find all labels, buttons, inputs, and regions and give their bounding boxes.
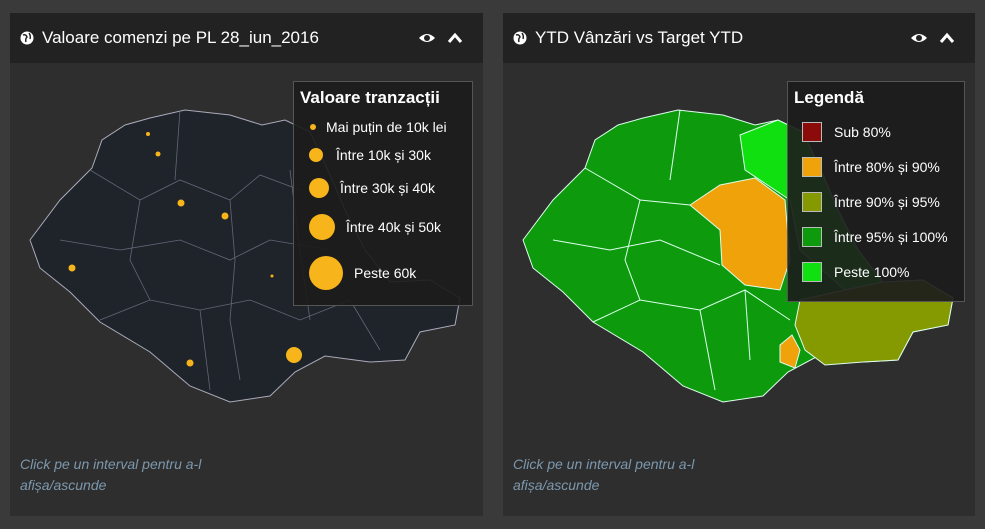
globe-icon (513, 31, 527, 45)
legend-label: Între 30k și 40k (340, 180, 435, 196)
legend: Legendă Sub 80% Între 80% și 90% Între 9… (787, 81, 965, 302)
legend-item[interactable]: Între 90% și 95% (788, 184, 964, 219)
header-icons[interactable] (419, 30, 469, 46)
panel-header: YTD Vânzări vs Target YTD (503, 13, 975, 63)
legend: Valoare tranzacții Mai puțin de 10k lei … (293, 81, 473, 306)
legend-item[interactable]: Între 95% și 100% (788, 219, 964, 254)
legend-item[interactable]: Între 40k și 50k (294, 206, 472, 248)
legend-item[interactable]: Mai puțin de 10k lei (294, 114, 472, 140)
map (29, 109, 461, 403)
legend-label: Între 90% și 95% (834, 193, 940, 210)
footer-note: Click pe un interval pentru a-l afișa/as… (513, 456, 695, 493)
legend-label: Între 10k și 30k (336, 147, 431, 163)
legend-title: Valoare tranzacții (300, 88, 440, 107)
legend-label: Între 40k și 50k (346, 219, 441, 235)
legend-label: Peste 100% (834, 263, 910, 280)
panel-header: Valoare comenzi pe PL 28_iun_2016 (10, 13, 483, 63)
legend-label: Mai puțin de 10k lei (326, 119, 447, 135)
legend-label: Sub 80% (834, 123, 891, 140)
legend-item[interactable]: Peste 60k (294, 248, 472, 298)
header-icons[interactable] (911, 30, 961, 46)
globe-icon (20, 31, 34, 45)
legend-item[interactable]: Între 80% și 90% (788, 149, 964, 184)
legend-label: Peste 60k (354, 265, 417, 281)
legend-item[interactable]: Sub 80% (788, 114, 964, 149)
legend-item[interactable]: Între 10k și 30k (294, 140, 472, 170)
legend-item[interactable]: Peste 100% (788, 254, 964, 289)
legend-label: Între 95% și 100% (834, 228, 948, 245)
panel: YTD Vânzări vs Target YTD Legendă Sub 80… (503, 13, 975, 516)
panel-title: Valoare comenzi pe PL 28_iun_2016 (42, 28, 319, 47)
legend-title: Legendă (794, 88, 864, 107)
legend-item[interactable]: Între 30k și 40k (294, 170, 472, 206)
legend-label: Între 80% și 90% (834, 158, 940, 175)
panel-title: YTD Vânzări vs Target YTD (535, 28, 744, 47)
footer-note: Click pe un interval pentru a-l afișa/as… (20, 456, 202, 493)
panel: Valoare comenzi pe PL 28_iun_2016 Valoar… (10, 13, 483, 516)
